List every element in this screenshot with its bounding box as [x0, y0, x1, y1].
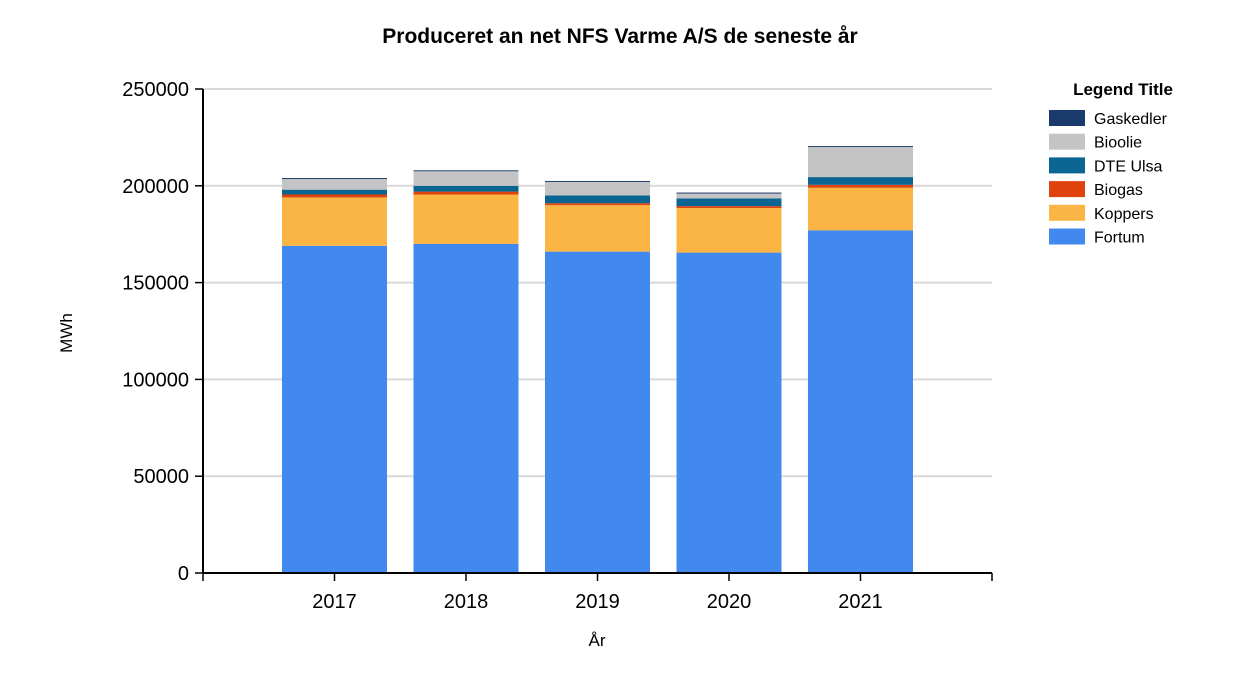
- bar-segment-fortum-2020: [676, 252, 782, 574]
- bar-segment-dte-ulsa-2019: [545, 195, 650, 204]
- bar-segment-koppers-2020: [676, 208, 782, 253]
- bar-segment-dte-ulsa-2020: [676, 198, 782, 207]
- y-axis-label: MWh: [57, 313, 76, 353]
- bar-segment-bioolie-2018: [413, 171, 519, 186]
- bar-segment-gaskedler-2018: [413, 170, 519, 172]
- x-axis-label: År: [589, 631, 606, 650]
- legend-label: Koppers: [1094, 206, 1154, 223]
- bar-segment-gaskedler-2020: [676, 192, 782, 194]
- legend-swatch-fortum: [1049, 228, 1085, 245]
- x-tick-label: 2019: [575, 591, 620, 613]
- y-tick-label: 100000: [122, 369, 189, 391]
- legend-label: DTE Ulsa: [1094, 158, 1163, 175]
- bar-segment-fortum-2017: [282, 245, 387, 574]
- y-tick-label: 250000: [122, 79, 189, 101]
- bar-segment-biogas-2018: [413, 191, 519, 195]
- legend-swatch-biogas: [1049, 181, 1085, 198]
- bars: [282, 146, 913, 574]
- bar-segment-dte-ulsa-2021: [808, 177, 913, 185]
- y-tick-label: 200000: [122, 176, 189, 198]
- bar-segment-gaskedler-2021: [808, 146, 913, 148]
- x-tick-label: 2021: [838, 591, 883, 613]
- legend-label: Bioolie: [1094, 135, 1142, 152]
- bar-segment-biogas-2021: [808, 184, 913, 188]
- legend-swatch-bioolie: [1049, 133, 1085, 150]
- x-tick-label: 2018: [444, 591, 489, 613]
- bar-segment-biogas-2020: [676, 206, 782, 209]
- legend-label: Fortum: [1094, 230, 1145, 247]
- bar-segment-dte-ulsa-2018: [413, 185, 519, 192]
- bar-segment-fortum-2021: [808, 230, 913, 573]
- bar-segment-gaskedler-2019: [545, 180, 650, 182]
- bar-segment-koppers-2018: [413, 194, 519, 244]
- bar-segment-biogas-2019: [545, 203, 650, 206]
- bar-segment-fortum-2019: [545, 251, 650, 573]
- y-tick-label: 0: [178, 563, 189, 585]
- bar-segment-koppers-2021: [808, 187, 913, 231]
- bar-segment-gaskedler-2017: [282, 178, 387, 180]
- x-tick-label: 2020: [707, 591, 752, 613]
- chart-title: Produceret an net NFS Varme A/S de senes…: [382, 25, 857, 48]
- legend-swatch-gaskedler: [1049, 110, 1085, 126]
- legend: Legend Title Gaskedler Bioolie DTE Ulsa Bio…: [1049, 80, 1173, 247]
- bar-segment-bioolie-2021: [808, 147, 913, 178]
- x-axis: 2017 2018 2019 2020 2021: [202, 572, 993, 613]
- bar-segment-fortum-2018: [413, 243, 519, 573]
- bar-segment-biogas-2017: [282, 194, 387, 198]
- legend-label: Biogas: [1094, 182, 1143, 199]
- legend-swatch-koppers: [1049, 204, 1085, 221]
- bar-segment-dte-ulsa-2017: [282, 189, 387, 195]
- bar-segment-koppers-2017: [282, 197, 387, 246]
- bar-segment-bioolie-2020: [676, 193, 782, 199]
- legend-title: Legend Title: [1073, 80, 1173, 99]
- legend-swatch-dte-ulsa: [1049, 157, 1085, 174]
- bar-segment-bioolie-2019: [545, 181, 650, 196]
- y-tick-label: 50000: [133, 466, 189, 488]
- bar-segment-bioolie-2017: [282, 179, 387, 190]
- legend-label: Gaskedler: [1094, 111, 1168, 128]
- y-axis: 0 50000 100000 150000 200000 250000: [122, 79, 204, 585]
- bar-segment-koppers-2019: [545, 205, 650, 252]
- x-tick-label: 2017: [312, 591, 357, 613]
- y-tick-label: 150000: [122, 273, 189, 295]
